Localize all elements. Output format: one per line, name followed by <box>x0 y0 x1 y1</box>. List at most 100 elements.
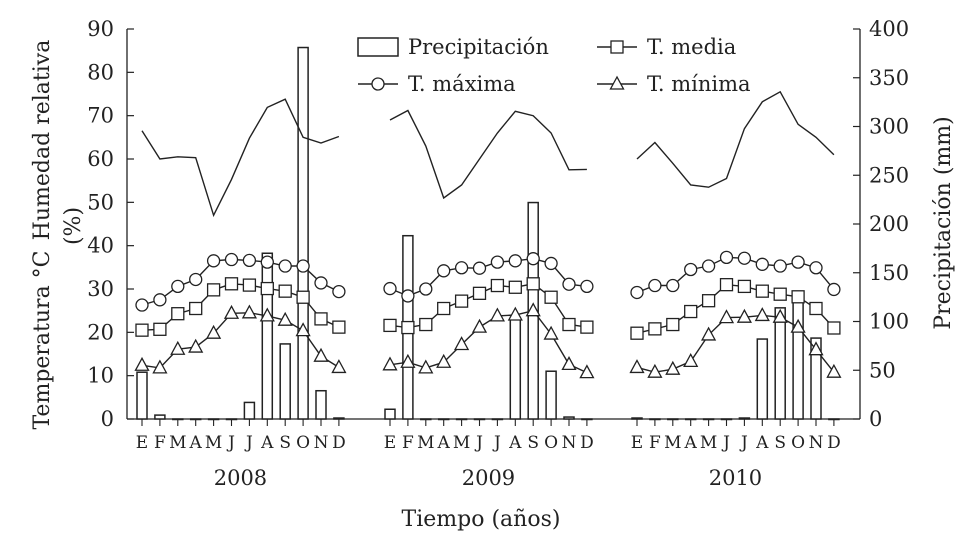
x-tick-label-month: N <box>314 433 329 453</box>
precipitation-bar <box>792 293 804 420</box>
t-media-point <box>544 290 558 304</box>
y-tick-label-left: 40 <box>87 234 114 258</box>
y-tick-label-right: 300 <box>869 115 909 139</box>
precipitation-bar <box>279 343 291 420</box>
precipitation-bar <box>207 418 220 421</box>
t-media-point <box>419 317 433 332</box>
x-tick-label-month: J <box>739 433 748 453</box>
t-media-point <box>630 326 644 340</box>
t-media-point <box>648 322 662 336</box>
y-tick-label-left: 70 <box>87 104 114 128</box>
t-minima-point <box>188 338 204 353</box>
x-tick-label-month: O <box>791 433 805 453</box>
t-media-point <box>314 312 328 326</box>
t-maxima-point <box>544 256 558 271</box>
t-minima-point <box>647 363 663 378</box>
t-maxima-point <box>224 252 239 267</box>
x-tick-label-month: A <box>684 433 698 453</box>
t-media-point <box>755 284 769 298</box>
t-media-point <box>827 321 841 335</box>
y-tick-label-right: 50 <box>869 358 896 382</box>
t-minima-point <box>382 356 398 371</box>
t-media-point <box>278 284 292 298</box>
t-media-point <box>260 281 274 296</box>
t-media-point <box>224 277 239 291</box>
t-minima-point <box>561 356 577 371</box>
t-minima-point <box>683 353 699 368</box>
precipitation-bar <box>225 418 238 421</box>
t-minima-point <box>206 324 222 339</box>
x-tick-label-month: F <box>154 433 166 453</box>
precipitation-bar <box>581 418 593 421</box>
precipitation-bar <box>810 337 822 420</box>
t-minima-point <box>241 304 257 319</box>
t-maxima-point <box>773 259 787 273</box>
t-maxima-point <box>454 261 469 275</box>
t-maxima-point <box>437 264 451 278</box>
x-tick-label-month: A <box>189 433 203 453</box>
precipitation-bar <box>756 338 769 420</box>
t-media-point <box>666 317 680 332</box>
t-media-point <box>490 278 505 293</box>
x-tick-label-month: D <box>827 433 841 453</box>
x-tick-label-month: E <box>136 433 148 453</box>
t-maxima-point <box>332 284 346 299</box>
precipitation-bar <box>154 414 166 420</box>
t-minima-point <box>331 359 347 374</box>
precipitation-bar <box>545 370 557 420</box>
t-minima-point <box>543 325 559 340</box>
precipitation-bar <box>261 252 274 420</box>
t-maxima-point <box>508 254 522 268</box>
t-maxima-point <box>630 285 644 300</box>
humidity-lines <box>141 90 835 218</box>
y-tick-label-right: 0 <box>869 407 882 431</box>
x-tick-label-month: D <box>332 433 346 453</box>
t-maxima-point <box>701 259 716 273</box>
t-media-point <box>701 294 716 308</box>
y-tick-label-right: 250 <box>869 163 909 187</box>
t-minima-point <box>400 353 416 368</box>
y-tick-label-right: 100 <box>869 310 909 334</box>
t-minima-point <box>718 309 735 324</box>
y-tick-label-left: 80 <box>87 60 114 84</box>
precipitation-bar <box>420 418 432 421</box>
humedad-line <box>141 98 340 218</box>
x-tick-label-month: J <box>226 433 235 453</box>
t-media-point <box>437 301 451 316</box>
t-media-point <box>809 301 823 316</box>
y-axis-label-humidity: Humedad relativa <box>30 40 55 241</box>
t-media-point <box>737 279 752 294</box>
precipitation-bar <box>509 316 522 420</box>
t-maxima-point <box>153 293 167 307</box>
t-media-point <box>206 283 221 297</box>
precipitation-bar <box>437 418 450 421</box>
precipitation-bar <box>702 418 715 421</box>
t-minima-point <box>507 306 523 321</box>
x-tick-label-month: A <box>260 433 274 453</box>
t-maxima-point <box>260 255 274 269</box>
t-maxima-point <box>314 276 328 290</box>
t-media-point <box>153 322 167 336</box>
temperature-lines <box>134 250 842 379</box>
precipitation-bar <box>136 371 148 420</box>
precipitation-bar <box>491 418 504 421</box>
x-tick-label-month: J <box>244 433 253 453</box>
precipitation-bar <box>631 417 643 420</box>
precipitation-bar <box>738 417 751 420</box>
x-tick-label-month: F <box>402 433 414 453</box>
t-minima-point <box>134 356 150 371</box>
legend-swatch-precipitation <box>357 37 399 57</box>
x-tick-label-month: O <box>544 433 558 453</box>
x-tick-label-month: M <box>664 433 681 453</box>
tick-labels: 0 10 20 30 40 50 60 70 80 90 0 50 100 150 200 250 300 350… <box>87 17 909 490</box>
t-maxima-point <box>719 250 734 265</box>
x-tick-label-month: A <box>755 433 769 453</box>
legend-label: T. media <box>647 35 736 59</box>
t-minima-point <box>629 359 645 374</box>
t-media-point <box>526 277 540 291</box>
x-axis-label: Tiempo (años) <box>402 507 561 532</box>
legend-label: T. mínima <box>647 72 751 96</box>
x-tick-label-month: A <box>508 433 522 453</box>
x-tick-label-month: A <box>437 433 451 453</box>
